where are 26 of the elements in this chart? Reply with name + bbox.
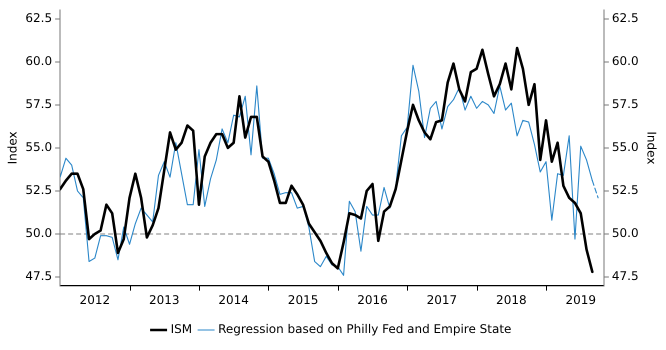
x-tick-label: 2016 — [357, 292, 388, 307]
y2-axis-title: Index — [644, 131, 659, 164]
y2-tick-label: 60.0 — [612, 54, 639, 68]
x-tick-label: 2018 — [496, 292, 527, 307]
y-tick-label: 47.5 — [25, 269, 52, 284]
y-tick-label: 55.0 — [25, 140, 52, 154]
x-tick-label: 2012 — [80, 292, 110, 307]
legend-label: Regression based on Philly Fed and Empire State — [218, 322, 512, 336]
y2-tick-label: 50.0 — [612, 226, 639, 240]
y-tick-label: 60.0 — [25, 54, 52, 68]
x-tick-label: 2014 — [218, 292, 249, 307]
y-tick-label: 62.5 — [25, 10, 52, 25]
y2-tick-label: 52.5 — [612, 183, 639, 198]
legend-label: ISM — [170, 322, 192, 336]
x-tick-label: 2015 — [288, 292, 318, 307]
x-tick-label: 2017 — [426, 292, 458, 307]
y2-tick-label: 47.5 — [612, 269, 639, 284]
x-tick-label: 2019 — [565, 292, 596, 307]
y-tick-label: 52.5 — [25, 183, 52, 198]
y2-tick-label: 57.5 — [612, 96, 639, 111]
x-tick-label: 2013 — [148, 292, 180, 307]
y-tick-label: 50.0 — [25, 226, 52, 240]
y-tick-label: 57.5 — [25, 96, 52, 111]
y2-tick-label: 62.5 — [612, 10, 639, 25]
y-axis-title: Index — [5, 131, 20, 164]
y2-tick-label: 55.0 — [612, 140, 639, 154]
